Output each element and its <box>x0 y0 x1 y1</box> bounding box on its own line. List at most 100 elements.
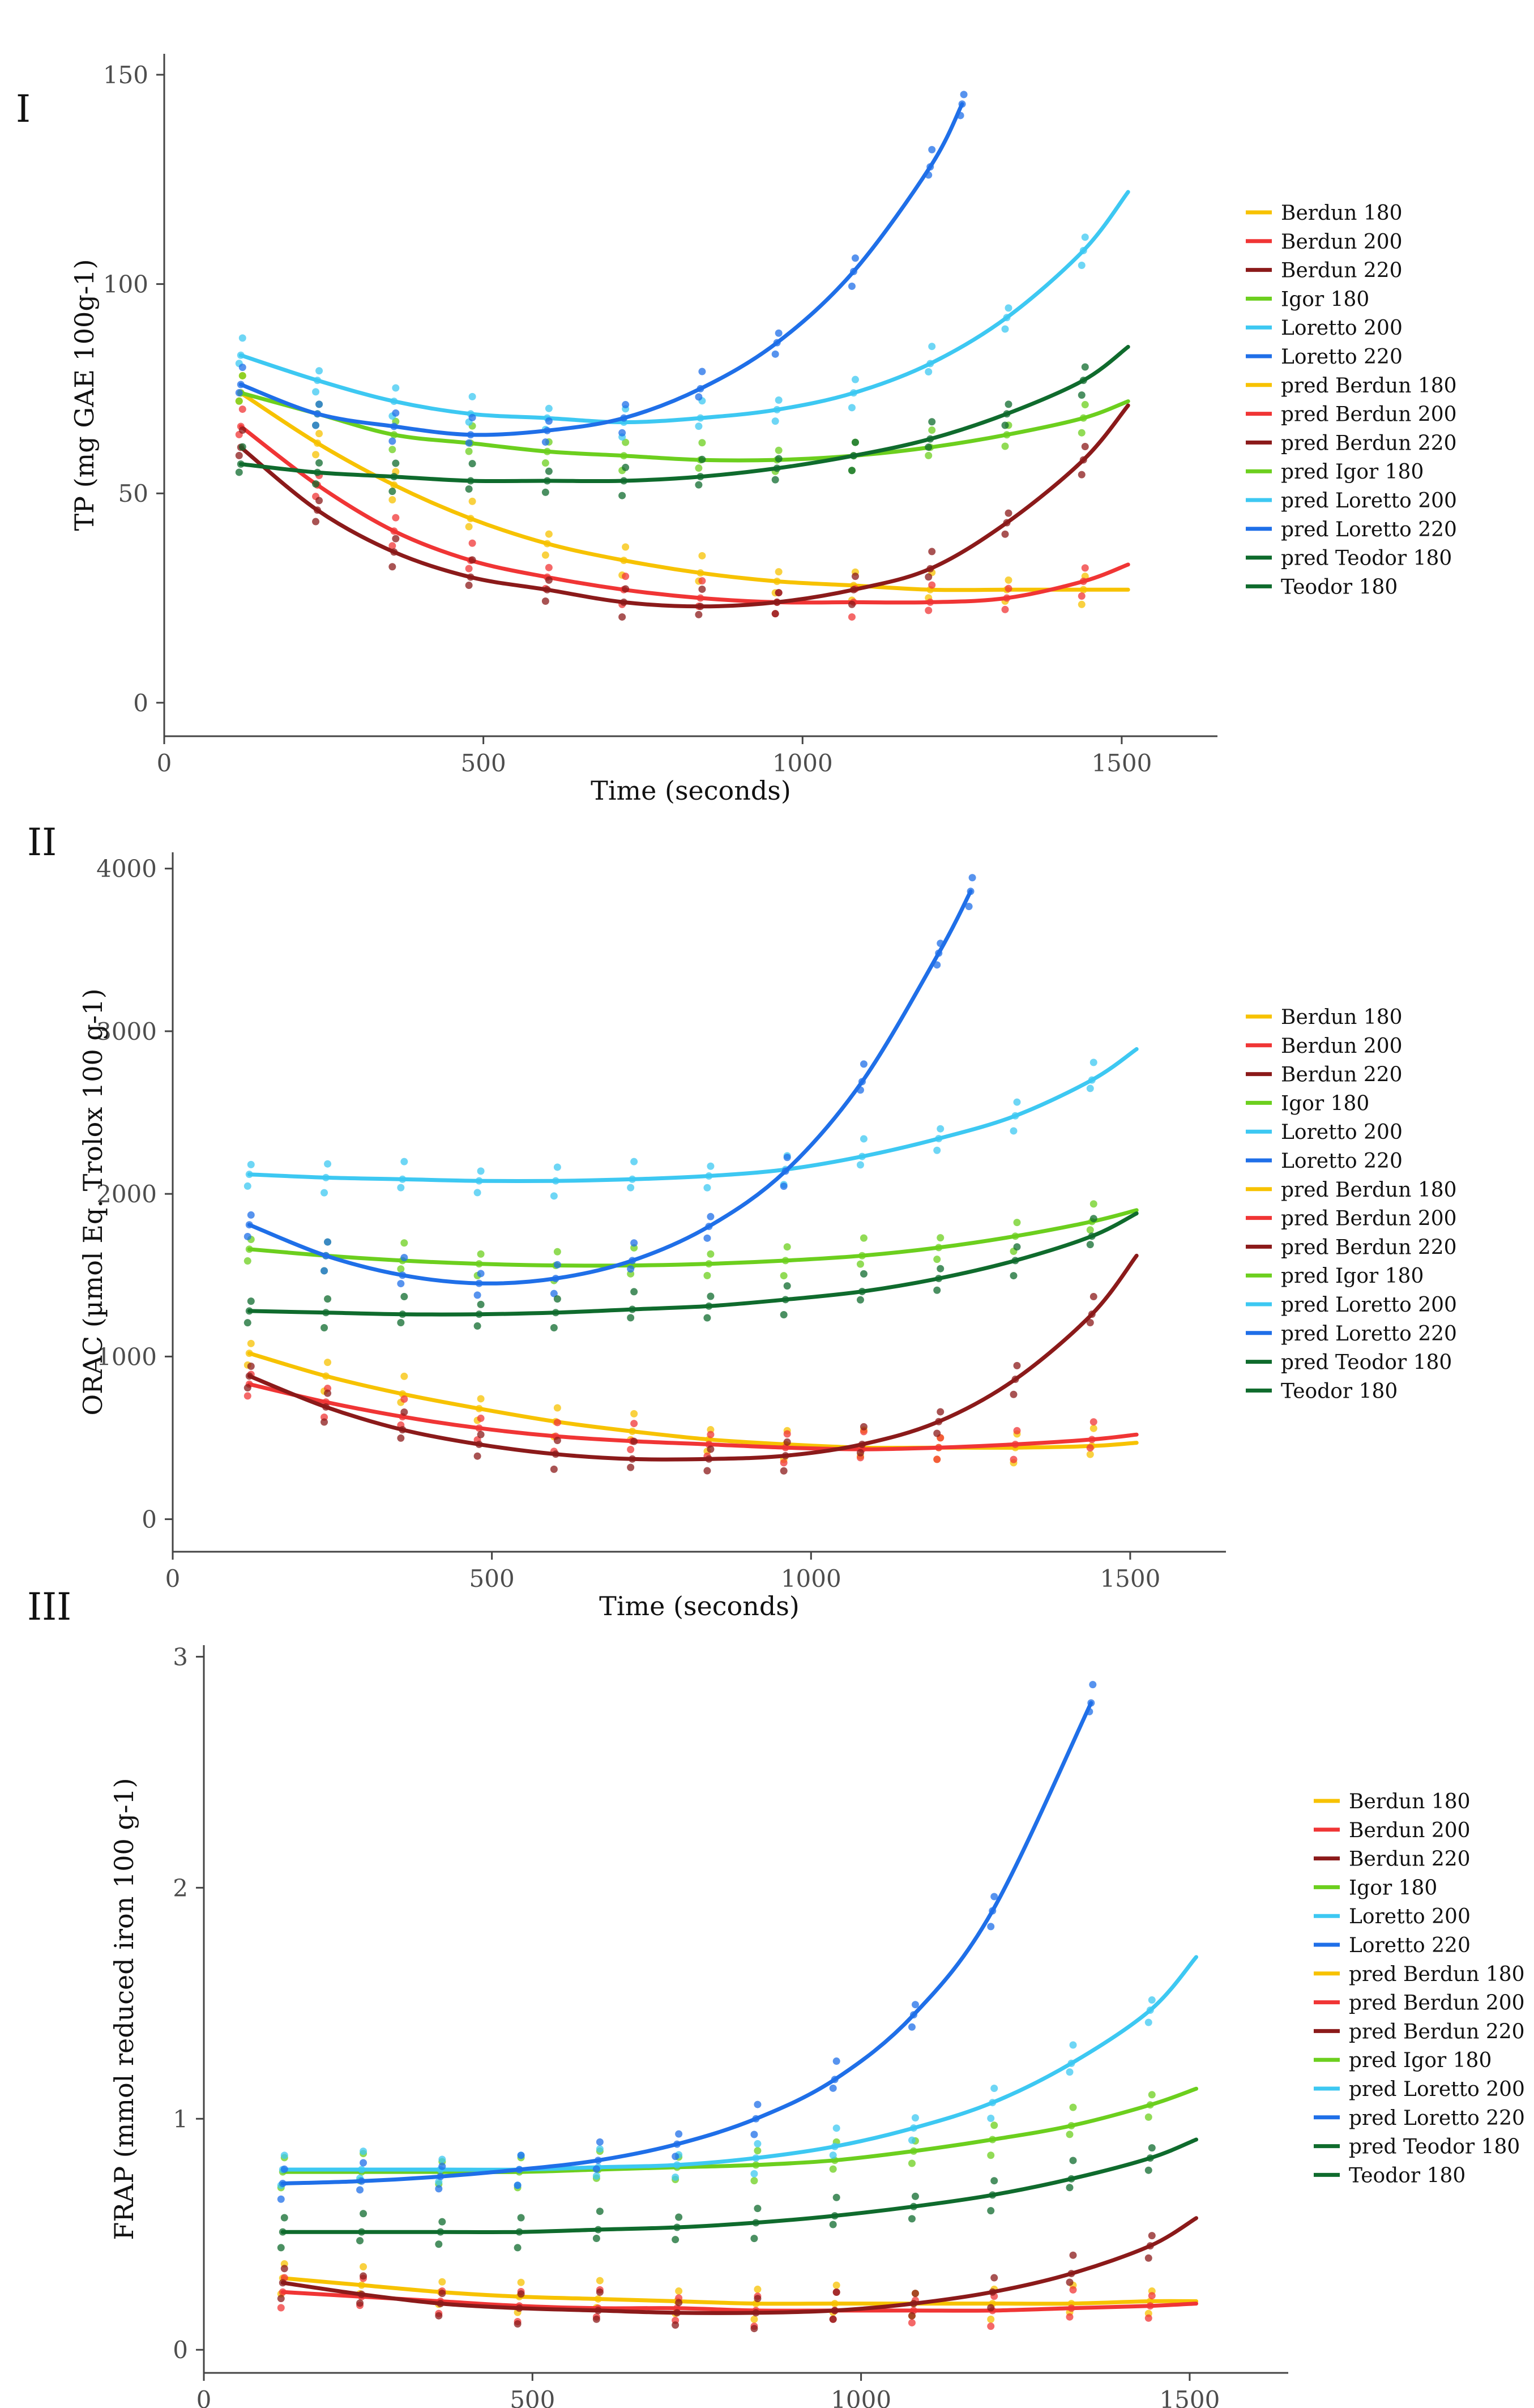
data-point <box>397 1318 405 1326</box>
data-point <box>1148 2232 1156 2240</box>
data-point <box>315 459 323 467</box>
data-point <box>750 2177 758 2185</box>
data-point <box>435 2185 443 2193</box>
data-point <box>780 1459 788 1467</box>
legend-label: Igor 180 <box>1349 1876 1437 1899</box>
y-tick-label: 1 <box>173 2105 188 2133</box>
data-point <box>468 497 476 505</box>
data-point <box>771 610 779 618</box>
data-point <box>1089 1424 1097 1432</box>
data-point <box>1005 584 1012 592</box>
data-point <box>698 439 706 447</box>
legend-label: pred Berdun 180 <box>1281 1179 1457 1202</box>
data-point <box>1001 442 1009 450</box>
data-point <box>468 413 476 421</box>
data-point <box>829 2315 837 2323</box>
legend-label: pred Loretto 200 <box>1281 489 1457 513</box>
series-line <box>238 345 1130 484</box>
data-point <box>928 146 936 153</box>
data-point <box>965 903 973 911</box>
data-point <box>596 2288 604 2296</box>
y-tick-label: 150 <box>103 61 148 89</box>
data-point <box>775 446 783 454</box>
data-point <box>1013 1361 1021 1369</box>
data-point <box>550 1465 558 1473</box>
legend-label: Igor 180 <box>1281 1092 1369 1115</box>
data-point <box>851 375 859 383</box>
data-point <box>848 404 856 412</box>
data-point <box>312 421 320 429</box>
data-point <box>477 1270 485 1278</box>
data-point <box>1144 2113 1152 2121</box>
data-point <box>312 480 320 488</box>
data-point <box>933 1429 941 1437</box>
data-point <box>243 1384 251 1392</box>
data-point <box>707 1431 715 1438</box>
data-point <box>397 1184 405 1192</box>
data-point <box>856 1161 864 1169</box>
data-point <box>435 2240 443 2248</box>
data-point <box>397 1434 405 1442</box>
data-point <box>324 1389 332 1397</box>
data-point <box>280 2165 288 2173</box>
x-tick-label: 1000 <box>772 749 833 777</box>
data-point <box>400 1293 408 1301</box>
data-point <box>990 2121 998 2129</box>
data-point <box>324 1359 332 1367</box>
data-point <box>400 1254 408 1262</box>
legend-label: pred Berdun 200 <box>1349 1992 1525 2015</box>
legend-label: pred Loretto 220 <box>1349 2107 1525 2130</box>
legend-label: Teodor 180 <box>1349 2164 1465 2187</box>
data-point <box>627 1446 635 1454</box>
data-point <box>1066 2131 1074 2138</box>
data-point <box>1066 2184 1074 2192</box>
data-point <box>1078 429 1086 437</box>
data-point <box>703 1184 711 1192</box>
data-point <box>780 1311 788 1319</box>
legend-label: Loretto 200 <box>1281 1121 1403 1144</box>
data-point <box>596 2277 604 2285</box>
data-point <box>990 2085 998 2093</box>
data-point <box>703 1467 711 1475</box>
data-point <box>312 451 320 459</box>
data-point <box>477 1395 485 1403</box>
data-point <box>695 464 703 472</box>
data-point <box>360 2272 368 2280</box>
data-point <box>468 556 476 564</box>
data-point <box>675 2130 683 2138</box>
data-point <box>675 2299 683 2307</box>
data-point <box>1001 325 1009 333</box>
data-point <box>703 1314 711 1322</box>
data-point <box>388 496 396 503</box>
x-tick-label: 500 <box>510 2386 555 2408</box>
data-point <box>832 2124 840 2132</box>
data-point <box>1010 1455 1018 1463</box>
series-line <box>280 1701 1093 2185</box>
data-point <box>937 1234 945 1242</box>
data-point <box>860 1234 868 1242</box>
legend-label: pred Loretto 220 <box>1281 518 1457 541</box>
data-point <box>933 1256 941 1263</box>
data-point <box>1081 363 1089 371</box>
data-point <box>360 2263 368 2271</box>
data-point <box>630 1420 638 1428</box>
legend-label: Berdun 180 <box>1281 202 1403 225</box>
data-point <box>860 1060 868 1068</box>
data-point <box>990 2274 998 2282</box>
data-point <box>517 2151 525 2159</box>
data-point <box>860 1270 868 1278</box>
data-point <box>553 1404 561 1412</box>
data-point <box>856 1260 864 1268</box>
series-line <box>247 1253 1139 1462</box>
x-tick-label: 0 <box>157 749 172 777</box>
plot-area <box>235 91 1130 621</box>
data-point <box>438 2162 446 2170</box>
data-point <box>238 372 246 379</box>
data-point <box>235 388 243 396</box>
data-point <box>360 2159 368 2167</box>
data-point <box>933 1286 941 1294</box>
legend-label: Berdun 220 <box>1281 259 1403 283</box>
legend: Berdun 180 Berdun 200 Berdun 220 Igor 180 Lo… <box>1246 1006 1457 1403</box>
